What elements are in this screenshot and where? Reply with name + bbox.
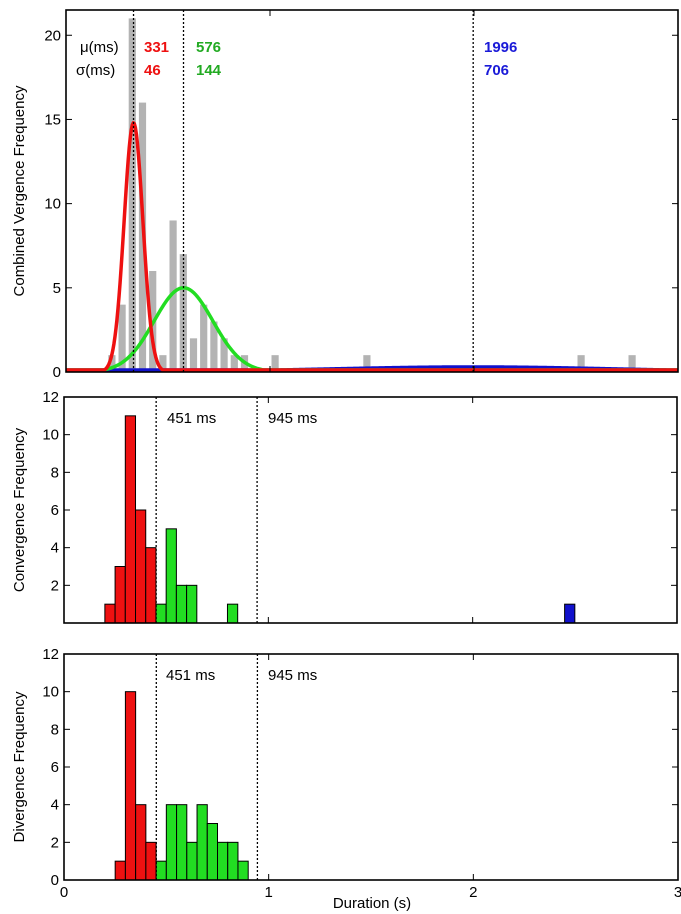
- x-tick-label: 1: [264, 884, 272, 901]
- x-tick-label: 0: [60, 884, 68, 901]
- histogram-bar-red: [114, 566, 126, 624]
- threshold-label-945: 945 ms: [268, 410, 317, 427]
- mu-value-red: 331: [144, 39, 169, 56]
- histogram-bar: [128, 18, 136, 372]
- histogram-bar: [189, 338, 198, 372]
- panel-combined: 0 5 10 15 20 Combined Vergence Frequency μ(m…: [11, 9, 679, 381]
- histogram-bar-green: [196, 804, 208, 881]
- histogram-bar-red: [145, 841, 157, 881]
- panel-convergence: 2 4 6 8 10 12 Convergence Frequency 451 ms 94…: [11, 389, 678, 624]
- y-tick-label: 0: [53, 364, 61, 381]
- y-tick-label: 15: [44, 111, 61, 128]
- y-tick-label: 12: [42, 389, 59, 406]
- y-tick-label: 5: [53, 280, 61, 297]
- histogram-bar-blue: [564, 603, 576, 624]
- histogram-bar-green: [217, 841, 229, 881]
- convergence-histogram: [104, 415, 576, 624]
- histogram-bar: [220, 338, 228, 372]
- y-tick-label: 10: [42, 684, 59, 701]
- threshold-lines: [155, 397, 258, 623]
- y-axis-label: Combined Vergence Frequency: [11, 85, 28, 296]
- histogram-bar-red: [135, 509, 147, 624]
- histogram-bar-green: [165, 528, 177, 624]
- histogram-bar-green: [165, 804, 178, 881]
- histogram-bar: [200, 304, 208, 372]
- y-tick-label: 0: [51, 872, 59, 889]
- histogram-bar: [363, 355, 371, 372]
- x-ticks: 0 1 2 3: [60, 654, 681, 901]
- histogram-bar-red: [124, 691, 137, 881]
- y-tick-label: 20: [44, 27, 61, 44]
- threshold-label-451: 451 ms: [166, 667, 215, 684]
- histogram-bar-green: [155, 603, 167, 624]
- y-tick-label: 8: [51, 721, 59, 738]
- mu-value-green: 576: [196, 39, 221, 56]
- x-tick-label: 2: [469, 884, 477, 901]
- histogram-bar: [159, 355, 167, 372]
- mean-lines: [132, 10, 474, 372]
- y-tick-label: 10: [42, 427, 59, 444]
- mu-label: μ(ms): [80, 39, 119, 56]
- sigma-label: σ(ms): [76, 62, 115, 79]
- histogram-bar: [230, 355, 238, 372]
- histogram-bar-green: [186, 584, 198, 624]
- gaussian-fit-red: [66, 121, 678, 372]
- gaussian-fit-green: [66, 286, 678, 372]
- sigma-value-green: 144: [196, 62, 222, 79]
- histogram-bar-red: [104, 603, 116, 624]
- histogram-bar-green: [237, 860, 249, 881]
- histogram-bar: [169, 220, 177, 372]
- y-axis-label: Divergence Frequency: [11, 691, 28, 842]
- y-tick-label: 8: [51, 464, 59, 481]
- histogram-bar-red: [135, 804, 147, 881]
- plot-frame: [65, 9, 679, 373]
- x-tick-label: 3: [674, 884, 681, 901]
- histogram-bar: [179, 254, 187, 372]
- y-ticks: 0 5 10 15 20: [44, 10, 679, 381]
- mu-value-blue: 1996: [484, 39, 517, 56]
- y-tick-label: 12: [42, 646, 59, 663]
- histogram-bar-red: [114, 860, 126, 881]
- sigma-value-blue: 706: [484, 62, 509, 79]
- gaussian-fits: [66, 121, 678, 372]
- histogram-bar: [118, 304, 126, 372]
- y-tick-label: 2: [51, 577, 59, 594]
- histogram-bar: [628, 355, 636, 372]
- histogram-bar: [271, 355, 279, 372]
- histogram-bar-red: [145, 547, 157, 624]
- histogram-bar: [108, 355, 116, 372]
- threshold-label-945: 945 ms: [268, 667, 317, 684]
- divergence-histogram: [114, 691, 249, 881]
- y-tick-label: 6: [51, 502, 59, 519]
- y-tick-label: 10: [44, 196, 61, 213]
- histogram-bar-green: [186, 841, 198, 881]
- histogram-bar-green: [155, 860, 167, 881]
- stats-table: μ(ms) σ(ms) 331 576 1996 46 144 706: [76, 39, 517, 79]
- histogram-bar-green: [226, 603, 239, 624]
- histogram-bar-green: [206, 823, 218, 881]
- histogram-bar-red: [124, 415, 137, 624]
- histogram-bar: [210, 321, 218, 372]
- threshold-label-451: 451 ms: [167, 410, 216, 427]
- y-tick-label: 2: [51, 834, 59, 851]
- y-tick-label: 4: [51, 797, 59, 814]
- histogram-bar-green: [176, 804, 188, 881]
- x-axis-label: Duration (s): [333, 895, 411, 912]
- histogram-bar-green: [227, 841, 239, 881]
- y-ticks: 0 2 4 6 8 10 12: [42, 646, 678, 889]
- histogram-bar: [577, 355, 585, 372]
- y-tick-label: 4: [51, 540, 59, 557]
- histogram-bar-green: [175, 584, 188, 624]
- combined-histogram: [108, 18, 636, 373]
- threshold-lines: [155, 654, 259, 880]
- sigma-value-red: 46: [144, 62, 161, 79]
- y-axis-label: Convergence Frequency: [11, 427, 28, 592]
- y-ticks: 2 4 6 8 10 12: [42, 389, 678, 623]
- y-tick-label: 6: [51, 759, 59, 776]
